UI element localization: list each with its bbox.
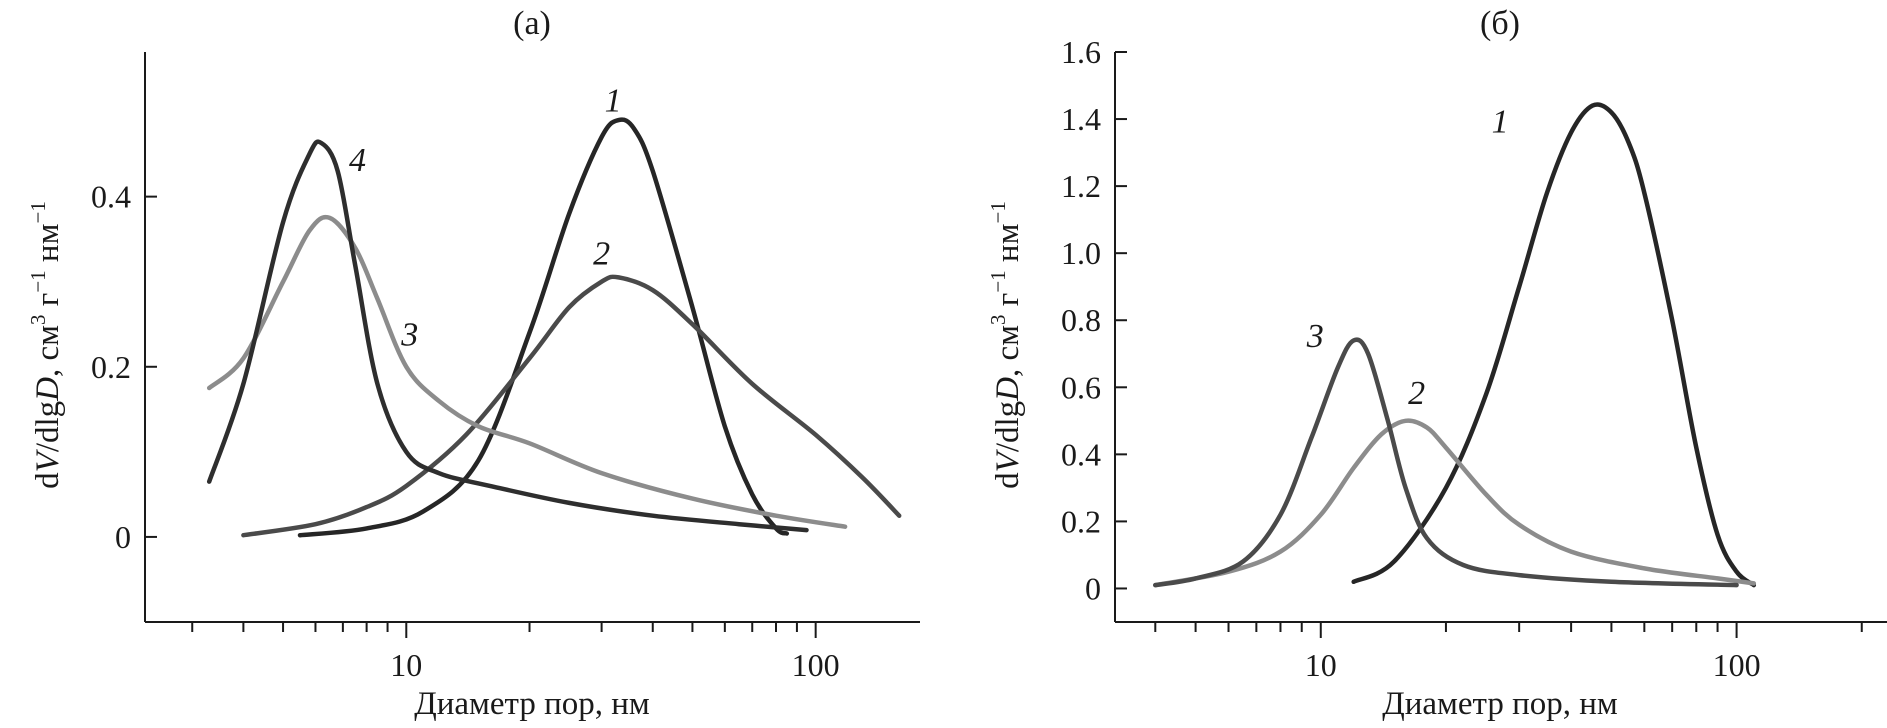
panel-a-x-tick-label: 10: [390, 647, 422, 683]
panel-a-series-3-label: 3: [400, 317, 418, 354]
panel-a-series-2-line: [241, 274, 902, 538]
panel-a-series-4-line: [206, 139, 809, 533]
panel-a-x-label: Диаметр пор, нм: [414, 686, 650, 722]
panel-b-y-tick-label: 1.2: [1061, 168, 1101, 204]
panel-b-y-tick-label: 0.8: [1061, 302, 1101, 338]
panel-b-y-tick-label: 1.0: [1061, 235, 1101, 271]
panel-a-y-tick-label: 0.4: [91, 179, 131, 215]
panel-b-y-tick-label: 0.2: [1061, 503, 1101, 539]
panel-a-y-tick-label: 0: [115, 519, 131, 555]
panel-b-series-2-line: [1153, 418, 1757, 588]
panel-b-series-3-label: 3: [1306, 318, 1324, 355]
panel-a-x-tick-label: 100: [792, 647, 840, 683]
panel-b-y-tick-label: 0: [1085, 570, 1101, 606]
panel-a: (а) Диаметр пор, нм dV/dlgD, см3 г−1 нм−…: [26, 5, 920, 722]
panel-b: (б) Диаметр пор, нм dV/dlgD, см3 г−1 нм−…: [986, 5, 1887, 722]
panel-a-y-tick-label: 0.2: [91, 349, 131, 385]
panel-b-y-tick-label: 1.6: [1061, 34, 1101, 70]
panel-b-series-1-line: [1351, 102, 1757, 588]
panel-b-x-label: Диаметр пор, нм: [1382, 686, 1618, 722]
panel-a-y-label: dV/dlgD, см3 г−1 нм−1: [26, 201, 66, 489]
panel-b-y-label: dV/dlgD, см3 г−1 нм−1: [986, 201, 1026, 489]
panel-b-y-tick-label: 0.4: [1061, 436, 1101, 472]
panel-b-series-1-label: 1: [1492, 103, 1509, 140]
panel-a-series-3-line: [206, 214, 848, 529]
panel-b-y-tick-label: 0.6: [1061, 369, 1101, 405]
panel-a-series-2-label: 2: [593, 236, 610, 273]
panel-b-series-2-label: 2: [1408, 375, 1425, 412]
panel-b-title: (б): [1480, 5, 1520, 42]
panel-a-series-4-label: 4: [349, 142, 366, 179]
panel-b-series-3-line: [1153, 337, 1739, 588]
panel-a-title: (а): [513, 5, 551, 42]
panel-b-x-tick-label: 100: [1713, 647, 1761, 683]
panel-a-series-1-line: [297, 117, 790, 538]
panel-b-y-tick-label: 1.4: [1061, 101, 1101, 137]
panel-a-series-1-label: 1: [605, 83, 622, 120]
panel-b-x-tick-label: 10: [1305, 647, 1337, 683]
